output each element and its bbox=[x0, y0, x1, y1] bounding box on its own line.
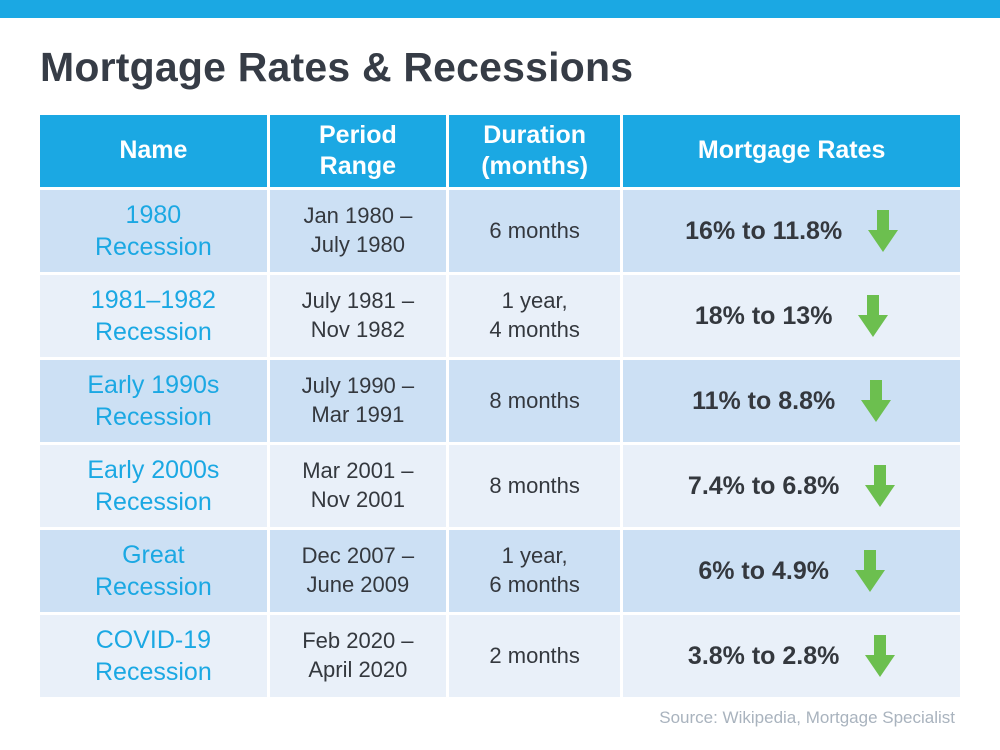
table-cell-duration: 8 months bbox=[449, 445, 621, 527]
column-header-mortgage-rates: Mortgage Rates bbox=[623, 115, 960, 187]
table-cell-period: Dec 2007 – June 2009 bbox=[269, 530, 447, 612]
table-cell-rates: 7.4% to 6.8% bbox=[623, 445, 960, 527]
table-cell-name: Early 1990s Recession bbox=[40, 360, 267, 442]
table-cell-period: Jan 1980 – July 1980 bbox=[269, 190, 447, 272]
table-cell-name: Great Recession bbox=[40, 530, 267, 612]
table-cell-name: 1980 Recession bbox=[40, 190, 267, 272]
top-accent-bar bbox=[0, 0, 1000, 18]
table-cell-rates: 6% to 4.9% bbox=[623, 530, 960, 612]
recessions-table: Name Period Range Duration (months) Mort… bbox=[40, 115, 960, 697]
down-arrow-icon bbox=[865, 465, 896, 507]
rates-value: 18% to 13% bbox=[694, 301, 833, 330]
table-cell-rates: 3.8% to 2.8% bbox=[623, 615, 960, 697]
table-cell-duration: 2 months bbox=[449, 615, 621, 697]
table-cell-period: Feb 2020 – April 2020 bbox=[269, 615, 447, 697]
rates-value: 11% to 8.8% bbox=[692, 386, 836, 415]
down-arrow-icon bbox=[861, 380, 892, 422]
table-cell-rates: 16% to 11.8% bbox=[623, 190, 960, 272]
table-cell-duration: 6 months bbox=[449, 190, 621, 272]
rates-value: 3.8% to 2.8% bbox=[687, 641, 840, 670]
table-cell-period: Mar 2001 – Nov 2001 bbox=[269, 445, 447, 527]
page-title: Mortgage Rates & Recessions bbox=[40, 44, 634, 90]
column-header-name: Name bbox=[40, 115, 267, 187]
down-arrow-icon bbox=[858, 295, 889, 337]
table-cell-rates: 18% to 13% bbox=[623, 275, 960, 357]
table-cell-name: COVID-19 Recession bbox=[40, 615, 267, 697]
table-cell-period: July 1981 – Nov 1982 bbox=[269, 275, 447, 357]
column-header-duration: Duration (months) bbox=[449, 115, 621, 187]
table-cell-duration: 1 year, 6 months bbox=[449, 530, 621, 612]
down-arrow-icon bbox=[865, 635, 896, 677]
down-arrow-icon bbox=[868, 210, 899, 252]
table-cell-name: Early 2000s Recession bbox=[40, 445, 267, 527]
source-attribution: Source: Wikipedia, Mortgage Specialist bbox=[659, 708, 955, 727]
table-cell-duration: 1 year, 4 months bbox=[449, 275, 621, 357]
rates-value: 16% to 11.8% bbox=[685, 216, 843, 245]
table-cell-period: July 1990 – Mar 1991 bbox=[269, 360, 447, 442]
rates-value: 7.4% to 6.8% bbox=[687, 471, 840, 500]
column-header-period-range: Period Range bbox=[269, 115, 447, 187]
rates-value: 6% to 4.9% bbox=[698, 556, 829, 585]
table-cell-duration: 8 months bbox=[449, 360, 621, 442]
down-arrow-icon bbox=[854, 550, 885, 592]
table-cell-name: 1981–1982 Recession bbox=[40, 275, 267, 357]
table-cell-rates: 11% to 8.8% bbox=[623, 360, 960, 442]
